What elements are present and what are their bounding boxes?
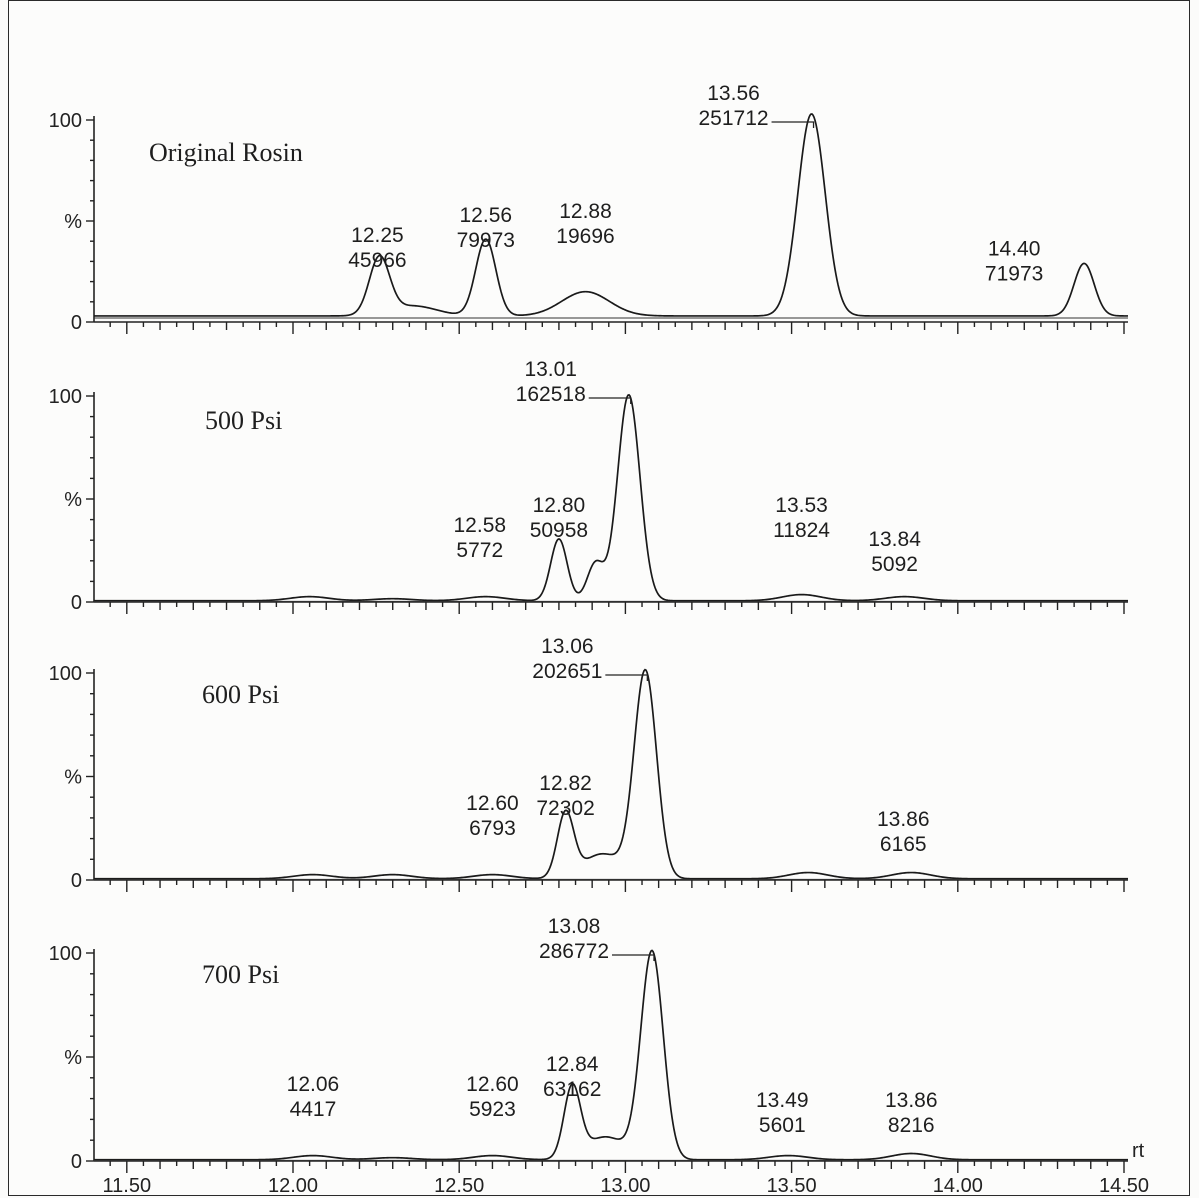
peak-callout [611, 954, 655, 961]
peak-area-label: 5923 [469, 1098, 516, 1121]
peak-area-label: 5601 [759, 1114, 806, 1137]
x-tick-label: 14.50 [1099, 1175, 1149, 1197]
peak-rt-label: 12.88 [559, 200, 612, 223]
panel-name: 600 Psi [202, 680, 279, 709]
chromatogram-trace [94, 393, 1128, 602]
peak-area-label: 72302 [536, 797, 594, 820]
chromatogram-figure: 100% 0 Original Rosin 12.25 45966 12.56 79973 1… [8, 0, 1190, 1197]
y-label-100: 100 [49, 110, 82, 132]
chromatogram-trace [94, 949, 1128, 1161]
chromatogram-trace [94, 113, 1129, 317]
peak-rt-label: 13.84 [868, 528, 921, 551]
peak-area-label: 79973 [457, 229, 515, 252]
peak-area-label: 11824 [773, 519, 830, 542]
peak-area-label: 8216 [888, 1114, 935, 1137]
panel-name: 700 Psi [202, 960, 279, 989]
peak-area-label: 45966 [348, 249, 406, 272]
panel-2 [86, 392, 1128, 614]
panel-name: 500 Psi [205, 406, 282, 435]
chromatogram-trace [94, 668, 1128, 880]
y-label-100: 100 [49, 943, 82, 965]
peak-rt-label: 12.56 [460, 204, 513, 227]
peak-area-label: 71973 [985, 262, 1043, 285]
peak-rt-label: 12.25 [351, 224, 404, 247]
peak-rt-label: 12.60 [466, 1073, 519, 1096]
panel-4 [86, 949, 1128, 1173]
peak-area-label: 162518 [516, 383, 586, 406]
x-tick-label: 12.50 [434, 1175, 484, 1197]
y-label-percent: % [64, 489, 82, 511]
peak-callout [588, 397, 632, 404]
peak-rt-label: 13.06 [541, 635, 594, 658]
peak-rt-label: 13.86 [877, 808, 930, 831]
x-axis-label: rt [1132, 1140, 1145, 1162]
peak-callout [771, 121, 815, 128]
peak-rt-label: 12.58 [454, 514, 507, 537]
y-label-100: 100 [49, 386, 82, 408]
peak-rt-label: 13.01 [524, 358, 577, 381]
peak-area-label: 63162 [543, 1078, 601, 1101]
peak-rt-label: 12.80 [533, 494, 586, 517]
y-label-0: 0 [71, 592, 82, 614]
x-tick-label: 13.50 [767, 1175, 817, 1197]
panel-name: Original Rosin [149, 138, 303, 167]
peak-area-label: 6165 [880, 833, 927, 856]
peak-rt-label: 13.56 [707, 82, 760, 105]
peak-area-label: 6793 [469, 817, 516, 840]
peak-area-label: 5772 [456, 539, 503, 562]
peak-area-label: 4417 [290, 1098, 337, 1121]
peak-rt-label: 13.08 [548, 915, 601, 938]
peak-area-label: 50958 [530, 519, 588, 542]
y-label-0: 0 [71, 312, 82, 334]
peak-rt-label: 14.40 [988, 237, 1041, 260]
peak-rt-label: 13.86 [885, 1089, 938, 1112]
y-label-percent: % [64, 1047, 82, 1069]
panel-3 [86, 668, 1128, 892]
peak-rt-label: 13.53 [775, 494, 828, 517]
peak-area-label: 5092 [871, 553, 918, 576]
peak-rt-label: 12.06 [287, 1073, 340, 1096]
y-label-percent: % [64, 211, 82, 233]
y-label-0: 0 [71, 1151, 82, 1173]
panel-1 [86, 113, 1129, 334]
peak-area-label: 202651 [532, 660, 602, 683]
x-tick-label: 11.50 [103, 1175, 152, 1197]
y-label-0: 0 [71, 870, 82, 892]
y-label-percent: % [64, 767, 82, 789]
peak-rt-label: 13.49 [756, 1089, 809, 1112]
peak-callout [605, 674, 648, 681]
peak-rt-label: 12.84 [546, 1053, 599, 1076]
x-tick-label: 12.00 [268, 1175, 318, 1197]
x-tick-label: 14.00 [933, 1175, 983, 1197]
peak-area-label: 251712 [699, 107, 769, 130]
y-label-100: 100 [49, 663, 82, 685]
peak-area-label: 19696 [556, 225, 614, 248]
peak-rt-label: 12.60 [466, 792, 519, 815]
peak-rt-label: 12.82 [539, 772, 592, 795]
x-tick-label: 13.00 [600, 1175, 650, 1197]
peak-area-label: 286772 [539, 940, 609, 963]
